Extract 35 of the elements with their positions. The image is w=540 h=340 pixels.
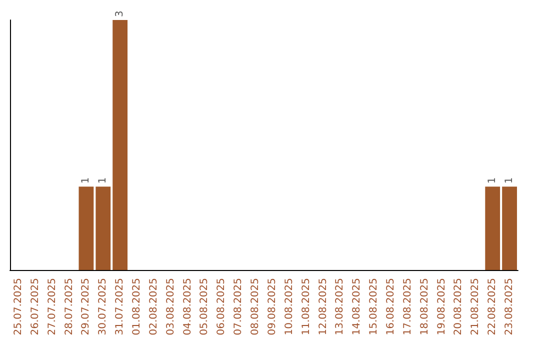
x-tick-label: 01.08.2025 xyxy=(132,278,142,336)
x-tick-label: 26.07.2025 xyxy=(30,278,41,336)
x-tick-label: 06.08.2025 xyxy=(216,278,228,336)
x-tick-label: 10.08.2025 xyxy=(284,278,295,336)
x-tick-label: 28.07.2025 xyxy=(64,278,75,336)
x-tick-label: 09.08.2025 xyxy=(266,278,278,336)
x-tick-label: 31.07.2025 xyxy=(114,278,126,336)
x-tick-label: 18.08.2025 xyxy=(419,278,430,336)
data-label: 3 xyxy=(114,10,126,17)
x-tick-label: 12.08.2025 xyxy=(318,278,329,336)
x-tick-label: 21.08.2025 xyxy=(470,278,482,336)
x-tick-label: 05.08.2025 xyxy=(199,278,210,336)
x-tick-label: 23.08.2025 xyxy=(504,278,516,336)
x-tick-label: 15.08.2025 xyxy=(368,278,380,336)
data-label: 1 xyxy=(487,177,498,184)
x-tick-label: 29.07.2025 xyxy=(80,278,92,336)
x-tick-label: 14.08.2025 xyxy=(352,278,363,336)
x-tick-label: 20.08.2025 xyxy=(453,278,464,336)
x-tick-label: 25.07.2025 xyxy=(12,278,24,336)
x-tick-label: 08.08.2025 xyxy=(250,278,262,336)
x-tick-label: 04.08.2025 xyxy=(182,278,194,336)
data-label: 1 xyxy=(98,177,109,184)
data-label: 1 xyxy=(80,177,92,184)
x-tick-label: 11.08.2025 xyxy=(300,278,312,336)
x-tick-label: 03.08.2025 xyxy=(165,278,176,336)
x-tick-label: 17.08.2025 xyxy=(402,278,414,336)
data-label: 1 xyxy=(504,177,516,184)
x-tick-label: 27.07.2025 xyxy=(46,278,58,336)
x-tick-label: 13.08.2025 xyxy=(334,278,346,336)
x-tick-label: 16.08.2025 xyxy=(386,278,396,336)
x-tick-label: 19.08.2025 xyxy=(436,278,448,336)
x-tick-label: 02.08.2025 xyxy=(148,278,160,336)
x-tick-label: 30.07.2025 xyxy=(98,278,109,336)
x-tick-label: 07.08.2025 xyxy=(233,278,244,336)
x-tick-label: 22.08.2025 xyxy=(487,278,498,336)
